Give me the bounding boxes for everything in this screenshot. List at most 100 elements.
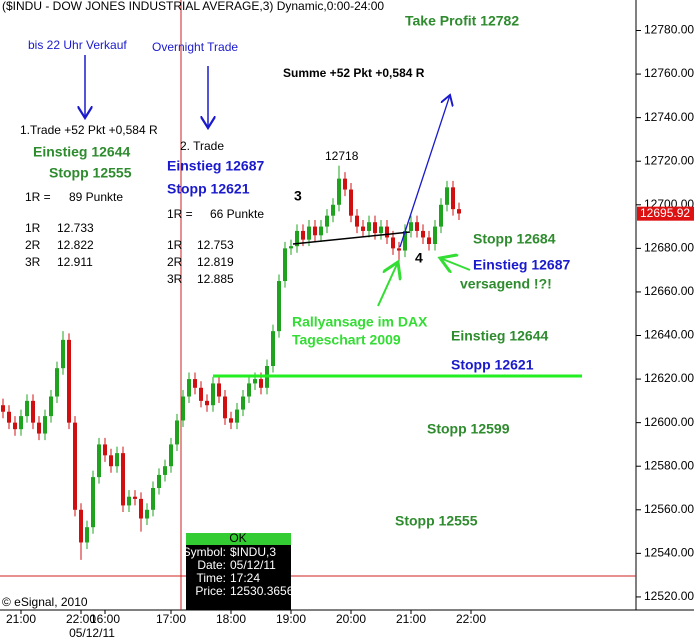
candle-body: [97, 444, 101, 478]
annotation: 3R: [25, 255, 41, 269]
info-label: Date:: [197, 558, 226, 572]
candle-body: [13, 422, 17, 430]
y-tick-label: 12740.00: [644, 110, 694, 124]
candle-body: [403, 230, 407, 251]
candle-body: [217, 383, 221, 397]
info-header-bg: [186, 533, 291, 545]
candle-body: [391, 237, 395, 249]
candle-body: [379, 226, 383, 234]
y-tick-label: 12540.00: [644, 546, 694, 560]
annotation: Einstieg 12644: [33, 144, 130, 160]
annotation: Tageschart 2009: [292, 332, 401, 348]
annotation: 12.911: [57, 255, 93, 269]
y-tick-label: 12680.00: [644, 241, 694, 255]
y-tick-label: 12620.00: [644, 371, 694, 385]
candle-body: [91, 477, 95, 528]
annotation: 12.885: [197, 272, 234, 286]
y-tick-label: 12720.00: [644, 153, 694, 167]
annotation: 1.Trade +52 Pkt +0,584 R: [20, 123, 158, 137]
candle-body: [397, 248, 401, 251]
annotation: 12.753: [197, 238, 234, 252]
x-tick-label: 17:00: [156, 612, 186, 626]
candle-body: [211, 383, 215, 406]
annotation: 12.819: [197, 255, 234, 269]
info-value: 05/12/11: [230, 558, 276, 572]
annotation: Stopp 12684: [473, 231, 556, 247]
candle-body: [127, 496, 131, 506]
info-value: 17:24: [230, 571, 260, 585]
info-value: 12530.3656: [230, 584, 294, 598]
candle-body: [361, 226, 365, 231]
candle-body: [313, 226, 317, 236]
annotation: 2R: [25, 238, 41, 252]
x-tick-label: 21:00: [396, 612, 426, 626]
annotation: 1R: [25, 221, 41, 235]
candle-body: [133, 496, 137, 499]
candle-body: [43, 416, 47, 434]
annotation: Einstieg 12687: [473, 257, 570, 273]
info-header: OK: [229, 531, 246, 545]
annotation: Einstieg 12687: [167, 158, 264, 174]
annotation: 12.822: [57, 238, 94, 252]
candle-body: [1, 405, 5, 412]
candle-body: [121, 453, 125, 506]
y-tick-label: 12660.00: [644, 284, 694, 298]
trend-line: [292, 231, 411, 245]
candle-body: [139, 498, 143, 519]
annotation: Stopp 12555: [49, 165, 132, 181]
annotation: Stopp 12555: [395, 513, 478, 529]
candle-body: [175, 420, 179, 445]
annotation: 2R: [167, 255, 183, 269]
y-tick-label: 12780.00: [644, 23, 694, 37]
candle-body: [433, 226, 437, 244]
candle-body: [427, 237, 431, 244]
annotation: 1R =: [167, 207, 193, 221]
arrow: [377, 262, 398, 307]
candle-body: [259, 379, 263, 388]
candle-body: [277, 281, 281, 332]
info-label: Symbol:: [183, 545, 226, 559]
annotation: bis 22 Uhr Verkauf: [28, 38, 127, 52]
annotation: 3: [294, 188, 302, 204]
y-tick-label: 12580.00: [644, 458, 694, 472]
candle-body: [19, 416, 23, 430]
annotation: 1R =: [25, 190, 51, 204]
annotation: Take Profit 12782: [405, 13, 519, 29]
candle-body: [295, 230, 299, 247]
candle-body: [301, 230, 305, 240]
candle-body: [229, 418, 233, 423]
candle-body: [73, 422, 77, 510]
annotation: Summe +52 Pkt +0,584 R: [283, 66, 425, 80]
x-tick-label: 20:00: [336, 612, 366, 626]
candle-body: [373, 222, 377, 234]
x-tick-label: 22:00: [456, 612, 486, 626]
annotation: Rallyansage im DAX: [292, 314, 428, 330]
candle-body: [157, 474, 161, 488]
candle-body: [421, 230, 425, 238]
plot-area: [1, 165, 461, 560]
candle-body: [415, 222, 419, 231]
info-label: Time:: [196, 571, 226, 585]
candle-body: [115, 453, 119, 467]
annotation: Stopp 12621: [451, 357, 534, 373]
candle-body: [85, 527, 89, 543]
candle-body: [289, 246, 293, 249]
x-tick-label: 16:00: [90, 612, 120, 626]
candle-body: [247, 383, 251, 397]
candle-body: [439, 204, 443, 227]
annotation: Stopp 12599: [427, 421, 510, 437]
annotation: 12718: [325, 149, 359, 163]
annotation: Overnight Trade: [152, 40, 238, 54]
candle-body: [151, 488, 155, 510]
x-tick-label: 21:00: [6, 612, 36, 626]
candle-body: [109, 455, 113, 467]
arrow: [399, 95, 450, 248]
x-tick-label: 19:00: [276, 612, 306, 626]
candle-body: [253, 379, 257, 384]
candle-body: [55, 368, 59, 397]
candle-body: [199, 387, 203, 401]
candle-body: [181, 396, 185, 421]
candle-body: [61, 339, 65, 369]
